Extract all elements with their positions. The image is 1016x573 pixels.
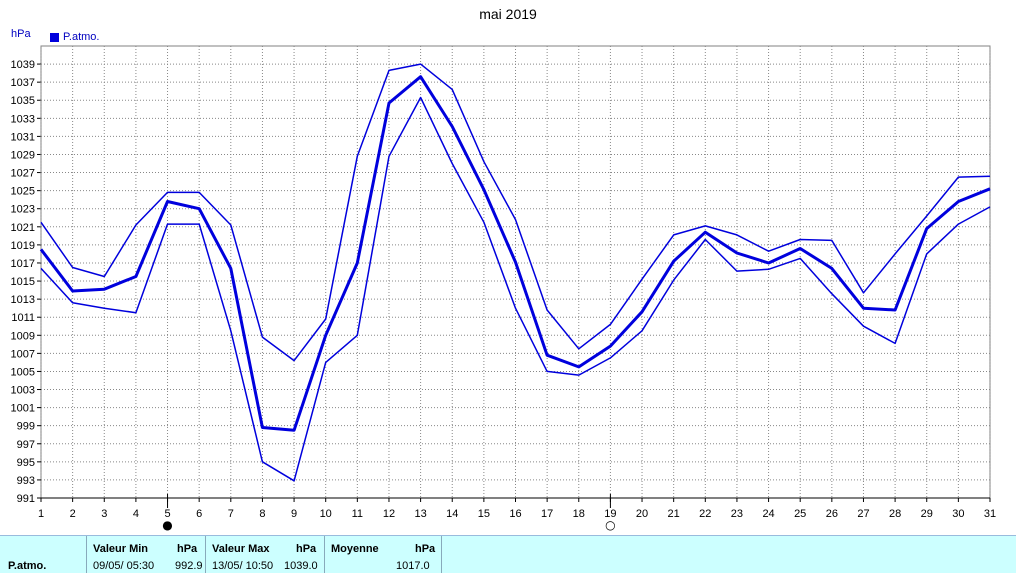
average-header: Moyenne — [331, 543, 379, 555]
y-tick-label: 1039 — [11, 59, 35, 71]
x-tick-label: 18 — [573, 508, 585, 520]
x-tick-label: 7 — [228, 508, 234, 520]
x-tick-label: 13 — [414, 508, 426, 520]
max-value-cell: Valeur Max hPa 13/05/ 10:50 1039.0 — [206, 536, 324, 573]
x-tick-label: 27 — [857, 508, 869, 520]
x-tick-label: 19 — [604, 508, 616, 520]
min-unit: hPa — [177, 543, 198, 555]
x-tick-label: 6 — [196, 508, 202, 520]
chart-title: mai 2019 — [479, 6, 537, 22]
x-tick-label: 31 — [984, 508, 996, 520]
min-value-cell: Valeur Min hPa 09/05/ 05:30 992.9 — [87, 536, 205, 573]
average-value: 1017.0 — [396, 560, 430, 572]
full-moon-icon: ○ — [605, 518, 615, 532]
x-tick-label: 20 — [636, 508, 648, 520]
x-tick-label: 15 — [478, 508, 490, 520]
legend-swatch — [50, 32, 59, 42]
y-tick-label: 1009 — [11, 330, 35, 342]
x-tick-label: 11 — [352, 508, 363, 520]
max-value: 1039.0 — [284, 560, 318, 572]
x-tick-label: 30 — [952, 508, 964, 520]
y-tick-label: 1015 — [11, 276, 35, 288]
x-tick-label: 28 — [889, 508, 901, 520]
y-tick-label: 1027 — [11, 168, 35, 180]
x-tick-label: 5 — [164, 508, 170, 520]
separator — [324, 536, 325, 573]
y-axis-unit: hPa — [11, 28, 31, 40]
max-unit: hPa — [296, 543, 317, 555]
x-tick-label: 16 — [509, 508, 521, 520]
max-datetime: 13/05/ 10:50 — [212, 560, 274, 572]
x-tick-label: 29 — [921, 508, 933, 520]
y-tick-label: 1033 — [11, 113, 35, 125]
separator — [441, 536, 442, 573]
series-line-max — [40, 63, 991, 362]
min-header: Valeur Min — [93, 543, 149, 555]
y-tick-label: 1021 — [11, 222, 35, 234]
pressure-chart: 9919939959979991001100310051007100910111… — [11, 45, 996, 532]
y-tick-label: 1025 — [11, 186, 35, 198]
y-tick-label: 1019 — [11, 240, 35, 252]
y-tick-label: 1001 — [11, 403, 35, 415]
y-tick-label: 1031 — [11, 131, 35, 143]
y-tick-label: 999 — [17, 421, 35, 433]
x-tick-label: 2 — [70, 508, 76, 520]
summary-row-label: P.atmo. — [8, 560, 47, 572]
y-tick-label: 991 — [17, 493, 35, 505]
x-tick-label: 17 — [541, 508, 553, 520]
x-tick-label: 26 — [826, 508, 838, 520]
x-tick-label: 3 — [101, 508, 107, 520]
min-datetime: 09/05/ 05:30 — [93, 560, 155, 572]
series-line-mean — [39, 75, 991, 432]
y-tick-label: 1029 — [11, 149, 35, 161]
x-tick-label: 23 — [731, 508, 743, 520]
y-tick-label: 993 — [17, 475, 35, 487]
x-tick-label: 14 — [446, 508, 458, 520]
y-tick-label: 1023 — [11, 204, 35, 216]
y-tick-label: 1037 — [11, 77, 35, 89]
y-tick-label: 997 — [17, 439, 35, 451]
x-tick-label: 22 — [699, 508, 711, 520]
x-tick-label: 1 — [38, 508, 44, 520]
average-cell: Moyenne hPa 1017.0 — [325, 536, 441, 573]
x-tick-label: 4 — [133, 508, 139, 520]
y-tick-label: 1003 — [11, 385, 35, 397]
x-tick-label: 12 — [383, 508, 395, 520]
x-tick-label: 24 — [762, 508, 774, 520]
y-tick-label: 1007 — [11, 348, 35, 360]
y-tick-label: 1017 — [11, 258, 35, 270]
x-tick-label: 21 — [668, 508, 680, 520]
y-tick-label: 995 — [17, 457, 35, 469]
y-tick-label: 1011 — [11, 312, 35, 324]
average-unit: hPa — [415, 543, 436, 555]
y-tick-label: 1035 — [11, 95, 35, 107]
y-tick-label: 1013 — [11, 294, 35, 306]
series-line-min — [40, 96, 991, 482]
summary-panel: P.atmo. Valeur Min hPa 09/05/ 05:30 992.… — [0, 535, 1016, 573]
x-tick-label: 8 — [259, 508, 265, 520]
min-value: 992.9 — [175, 560, 203, 572]
separator — [205, 536, 206, 573]
new-moon-icon: ● — [162, 518, 172, 532]
summary-row-label-cell: P.atmo. — [6, 536, 86, 573]
x-tick-label: 9 — [291, 508, 297, 520]
y-tick-label: 1005 — [11, 366, 35, 378]
x-tick-label: 10 — [320, 508, 332, 520]
max-header: Valeur Max — [212, 543, 270, 555]
legend: P.atmo. — [50, 31, 100, 43]
separator — [86, 536, 87, 573]
legend-label: P.atmo. — [63, 31, 100, 43]
x-tick-label: 25 — [794, 508, 806, 520]
